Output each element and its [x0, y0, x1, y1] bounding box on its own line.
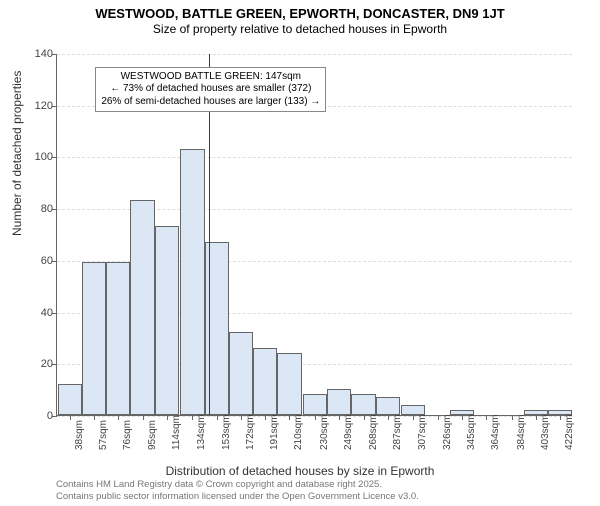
x-axis-label: Distribution of detached houses by size … [0, 464, 600, 478]
histogram-bar [376, 397, 400, 415]
histogram-bar [106, 262, 130, 415]
xtick-label: 114sqm [171, 415, 182, 450]
xtick-label: 95sqm [147, 420, 158, 450]
xtick-mark [241, 415, 242, 420]
xtick-mark [289, 415, 290, 420]
histogram-bar [277, 353, 301, 415]
xtick-mark [265, 415, 266, 420]
xtick-mark [94, 415, 95, 420]
histogram-bar [303, 394, 327, 415]
ytick-label: 80 [19, 203, 53, 215]
xtick-mark [462, 415, 463, 420]
xtick-mark [388, 415, 389, 420]
ytick-label: 100 [19, 151, 53, 163]
xtick-label: 364sqm [490, 414, 501, 450]
xtick-label: 403sqm [540, 414, 551, 450]
xtick-mark [438, 415, 439, 420]
xtick-mark [512, 415, 513, 420]
gridline [57, 54, 572, 55]
chart-title-sub: Size of property relative to detached ho… [0, 22, 600, 36]
histogram-bar [180, 149, 204, 415]
xtick-mark [364, 415, 365, 420]
xtick-mark [118, 415, 119, 420]
histogram-bar [82, 262, 106, 415]
histogram-bar [327, 389, 351, 415]
annotation-line: WESTWOOD BATTLE GREEN: 147sqm [101, 71, 320, 84]
histogram-bar [130, 200, 154, 415]
histogram-bar [58, 384, 82, 415]
xtick-mark [339, 415, 340, 420]
gridline [57, 157, 572, 158]
xtick-label: 134sqm [196, 414, 207, 450]
annotation-line: ← 73% of detached houses are smaller (37… [101, 83, 320, 96]
xtick-label: 422sqm [564, 414, 575, 450]
xtick-mark [413, 415, 414, 420]
xtick-mark [167, 415, 168, 420]
xtick-mark [143, 415, 144, 420]
xtick-label: 191sqm [269, 414, 280, 450]
xtick-label: 345sqm [466, 414, 477, 450]
footer-line1: Contains HM Land Registry data © Crown c… [56, 479, 419, 491]
xtick-label: 210sqm [293, 414, 304, 450]
xtick-label: 230sqm [319, 414, 330, 450]
xtick-label: 307sqm [417, 414, 428, 450]
xtick-label: 153sqm [221, 414, 232, 450]
footer-line2: Contains public sector information licen… [56, 491, 419, 503]
xtick-label: 38sqm [74, 420, 85, 450]
xtick-label: 172sqm [245, 414, 256, 450]
xtick-mark [536, 415, 537, 420]
ytick-label: 140 [19, 48, 53, 60]
histogram-bar [351, 394, 375, 415]
xtick-label: 76sqm [122, 420, 133, 450]
ytick-label: 120 [19, 100, 53, 112]
histogram-bar [253, 348, 277, 415]
xtick-label: 57sqm [98, 420, 109, 450]
chart-plot-area: 02040608010012014038sqm57sqm76sqm95sqm11… [56, 54, 572, 416]
xtick-mark [486, 415, 487, 420]
xtick-label: 268sqm [368, 414, 379, 450]
ytick-label: 20 [19, 358, 53, 370]
xtick-label: 326sqm [442, 414, 453, 450]
xtick-label: 249sqm [343, 414, 354, 450]
chart-title-main: WESTWOOD, BATTLE GREEN, EPWORTH, DONCAST… [0, 6, 600, 21]
histogram-bar [229, 332, 253, 415]
footer-attribution: Contains HM Land Registry data © Crown c… [56, 479, 419, 503]
xtick-mark [70, 415, 71, 420]
xtick-mark [560, 415, 561, 420]
xtick-mark [217, 415, 218, 420]
xtick-mark [192, 415, 193, 420]
xtick-label: 287sqm [392, 414, 403, 450]
xtick-label: 384sqm [516, 414, 527, 450]
ytick-label: 0 [19, 410, 53, 422]
ytick-label: 60 [19, 255, 53, 267]
annotation-line: 26% of semi-detached houses are larger (… [101, 96, 320, 109]
annotation-box: WESTWOOD BATTLE GREEN: 147sqm← 73% of de… [95, 67, 326, 113]
xtick-mark [315, 415, 316, 420]
ytick-label: 40 [19, 307, 53, 319]
histogram-bar [155, 226, 179, 415]
